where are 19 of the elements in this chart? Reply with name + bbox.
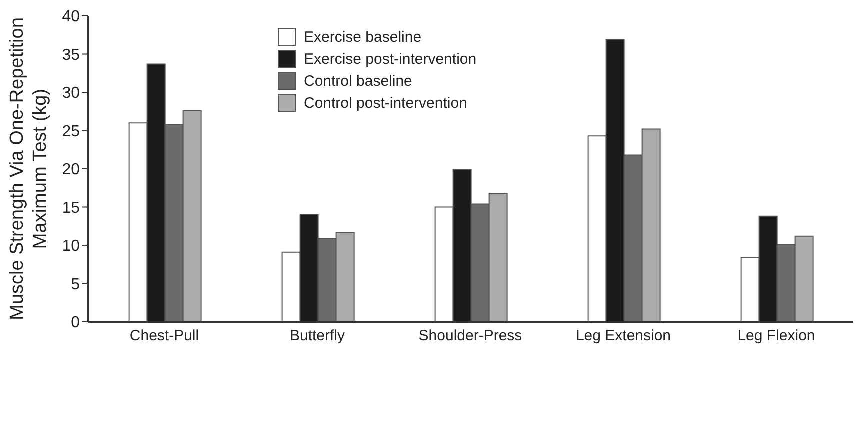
y-tick-label: 5 xyxy=(71,276,80,294)
x-tick-label: Leg Extension xyxy=(576,328,672,345)
x-tick-label: Butterfly xyxy=(290,328,346,345)
x-tick-label: Leg Flexion xyxy=(738,328,816,345)
legend-label: Control baseline xyxy=(303,72,414,90)
y-tick-label: 35 xyxy=(62,46,80,64)
x-tick-label: Chest-Pull xyxy=(130,328,200,345)
y-tick-label: 0 xyxy=(71,314,80,332)
y-tick-label: 10 xyxy=(62,238,80,256)
legend-label: Exercise post-intervention xyxy=(303,50,477,68)
y-tick-label: 20 xyxy=(62,162,80,179)
y-tick-label: 25 xyxy=(62,123,80,140)
y-axis-title: Muscle Strength Via One-Repetition Maximum Test (kg) xyxy=(7,18,51,320)
y-tick-label: 15 xyxy=(62,200,80,217)
x-tick-label: Shoulder-Press xyxy=(418,328,522,345)
y-tick-label: 40 xyxy=(62,8,80,26)
y-tick-label: 30 xyxy=(62,85,80,102)
legend-label: Exercise baseline xyxy=(303,28,423,46)
legend-label: Control post-intervention xyxy=(303,94,468,112)
